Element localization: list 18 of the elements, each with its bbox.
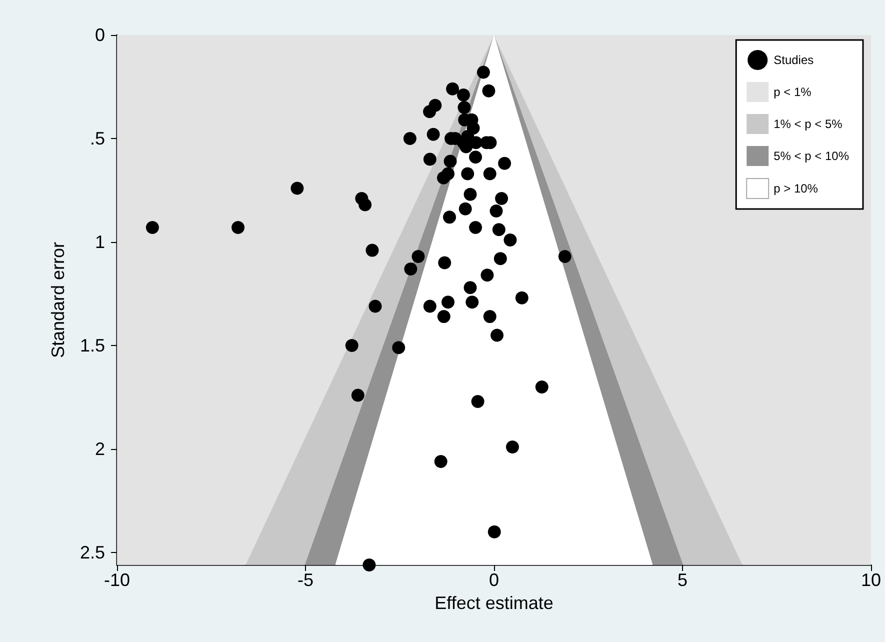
y-tick-label: .5: [90, 128, 105, 149]
y-tick-label: 2.5: [80, 542, 105, 563]
y-tick-label: 2: [94, 439, 105, 460]
legend-label: 5% < p < 10%: [774, 149, 850, 163]
x-tick-label: -5: [297, 570, 314, 590]
x-tick-label: 10: [860, 570, 882, 590]
x-tick-label: 0: [488, 570, 500, 590]
x-tick-label: 5: [677, 570, 688, 590]
legend-label: Studies: [774, 53, 814, 67]
legend-label: 1% < p < 5%: [774, 117, 843, 131]
x-axis-title: Effect estimate: [434, 592, 554, 613]
y-tick-label: 0: [94, 25, 105, 45]
legend-label: p > 10%: [774, 182, 818, 196]
y-tick-label: 1.5: [80, 336, 105, 356]
y-tick-label: 1: [94, 232, 105, 252]
x-tick-label: -10: [104, 570, 130, 590]
legend-label: p < 1%: [774, 85, 812, 99]
y-axis-title: Standard error: [48, 242, 68, 358]
